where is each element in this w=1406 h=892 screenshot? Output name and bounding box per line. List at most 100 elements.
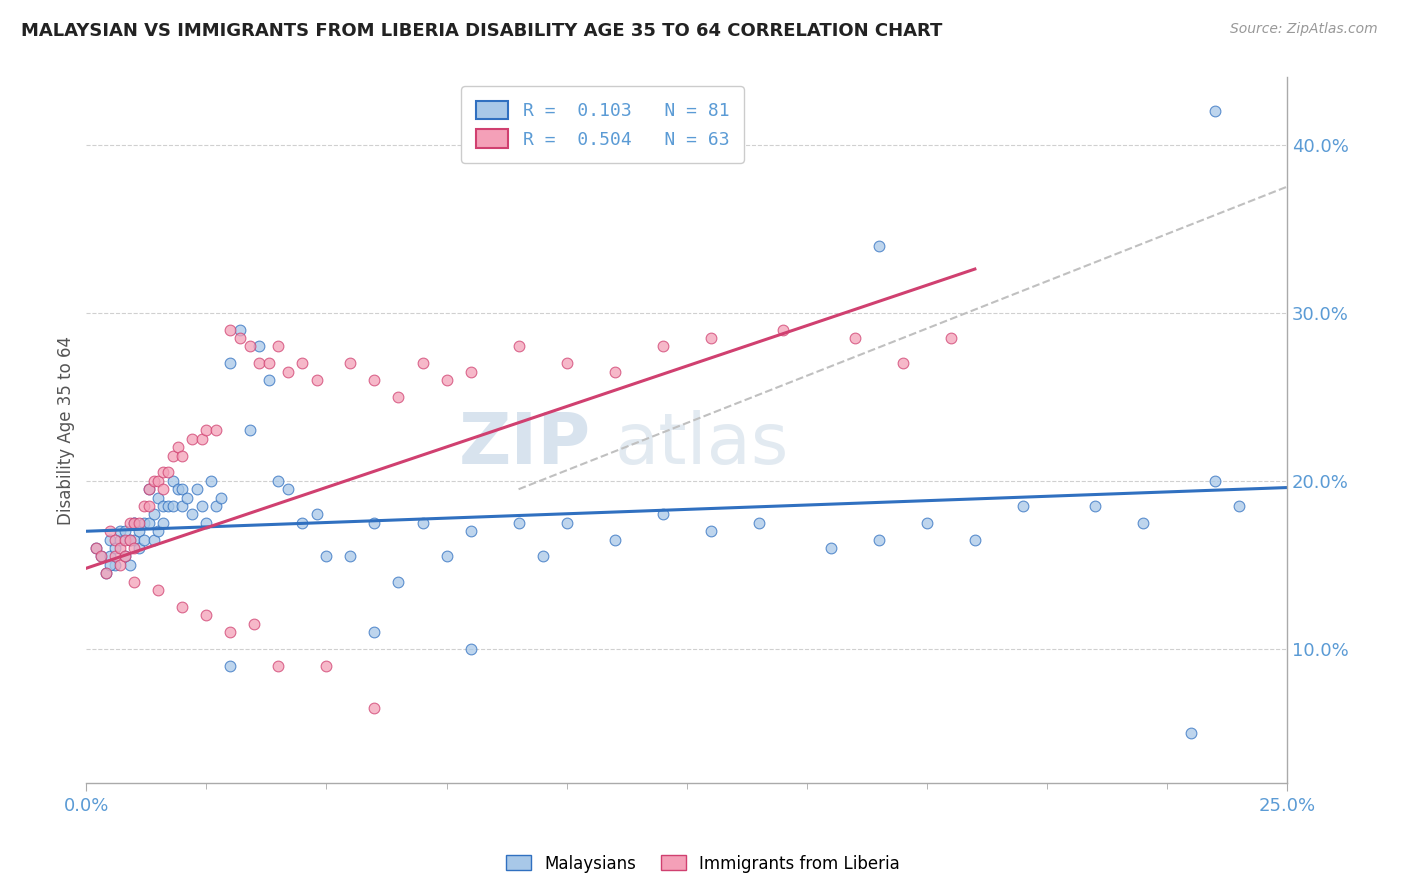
Point [1012, 499, 1035, 513]
Point [305, 373, 328, 387]
Point [98, 533, 121, 547]
Point [229, 331, 252, 345]
Point [90, 549, 112, 564]
Point [699, 524, 721, 539]
Point [181, 508, 204, 522]
Point [166, 440, 188, 454]
Legend: R =  0.103   N = 81, R =  0.504   N = 63: R = 0.103 N = 81, R = 0.504 N = 63 [461, 87, 744, 163]
Point [305, 508, 328, 522]
Point [124, 516, 146, 530]
Point [209, 491, 232, 505]
Point [1204, 104, 1226, 119]
Point [291, 516, 314, 530]
Point [651, 339, 673, 353]
Point [108, 541, 131, 555]
Point [138, 499, 160, 513]
Point [166, 482, 188, 496]
Point [412, 356, 434, 370]
Point [339, 356, 361, 370]
Point [190, 499, 212, 513]
Point [152, 516, 174, 530]
Point [195, 608, 218, 623]
Point [868, 533, 890, 547]
Point [1084, 499, 1107, 513]
Point [277, 365, 299, 379]
Point [172, 499, 194, 513]
Point [84, 541, 107, 555]
Point [195, 424, 218, 438]
Point [257, 356, 280, 370]
Point [190, 432, 212, 446]
Point [247, 339, 270, 353]
Point [412, 516, 434, 530]
Point [128, 516, 150, 530]
Point [172, 449, 194, 463]
Point [772, 322, 794, 336]
Point [939, 331, 962, 345]
Point [1180, 726, 1202, 740]
Point [291, 356, 314, 370]
Point [195, 516, 218, 530]
Point [555, 356, 578, 370]
Point [98, 558, 121, 572]
Point [118, 516, 141, 530]
Point [387, 390, 409, 404]
Point [114, 533, 136, 547]
Point [114, 549, 136, 564]
Point [963, 533, 986, 547]
Point [748, 516, 770, 530]
Point [104, 549, 127, 564]
Point [555, 516, 578, 530]
Point [844, 331, 866, 345]
Point [118, 558, 141, 572]
Point [104, 533, 127, 547]
Point [172, 482, 194, 496]
Point [186, 482, 208, 496]
Point [651, 508, 673, 522]
Point [132, 499, 155, 513]
Point [219, 356, 242, 370]
Point [152, 466, 174, 480]
Point [156, 466, 179, 480]
Point [277, 482, 299, 496]
Point [219, 625, 242, 640]
Point [148, 524, 170, 539]
Point [200, 474, 222, 488]
Point [219, 658, 242, 673]
Point [603, 365, 626, 379]
Point [460, 641, 482, 656]
Point [138, 482, 160, 496]
Point [205, 499, 228, 513]
Point [820, 541, 842, 555]
Point [1227, 499, 1250, 513]
Point [128, 524, 150, 539]
Point [108, 533, 131, 547]
Point [339, 549, 361, 564]
Point [162, 474, 184, 488]
Text: MALAYSIAN VS IMMIGRANTS FROM LIBERIA DISABILITY AGE 35 TO 64 CORRELATION CHART: MALAYSIAN VS IMMIGRANTS FROM LIBERIA DIS… [21, 22, 942, 40]
Point [915, 516, 938, 530]
Point [219, 322, 242, 336]
Point [114, 549, 136, 564]
Point [181, 432, 204, 446]
Point [267, 474, 290, 488]
Point [460, 524, 482, 539]
Point [98, 524, 121, 539]
Point [508, 516, 530, 530]
Point [138, 516, 160, 530]
Point [108, 524, 131, 539]
Point [1132, 516, 1154, 530]
Point [108, 558, 131, 572]
Point [84, 541, 107, 555]
Point [124, 574, 146, 589]
Point [142, 533, 165, 547]
Point [148, 474, 170, 488]
Point [603, 533, 626, 547]
Point [243, 616, 266, 631]
Point [436, 373, 458, 387]
Point [98, 549, 121, 564]
Point [508, 339, 530, 353]
Point [363, 516, 385, 530]
Point [148, 491, 170, 505]
Point [152, 482, 174, 496]
